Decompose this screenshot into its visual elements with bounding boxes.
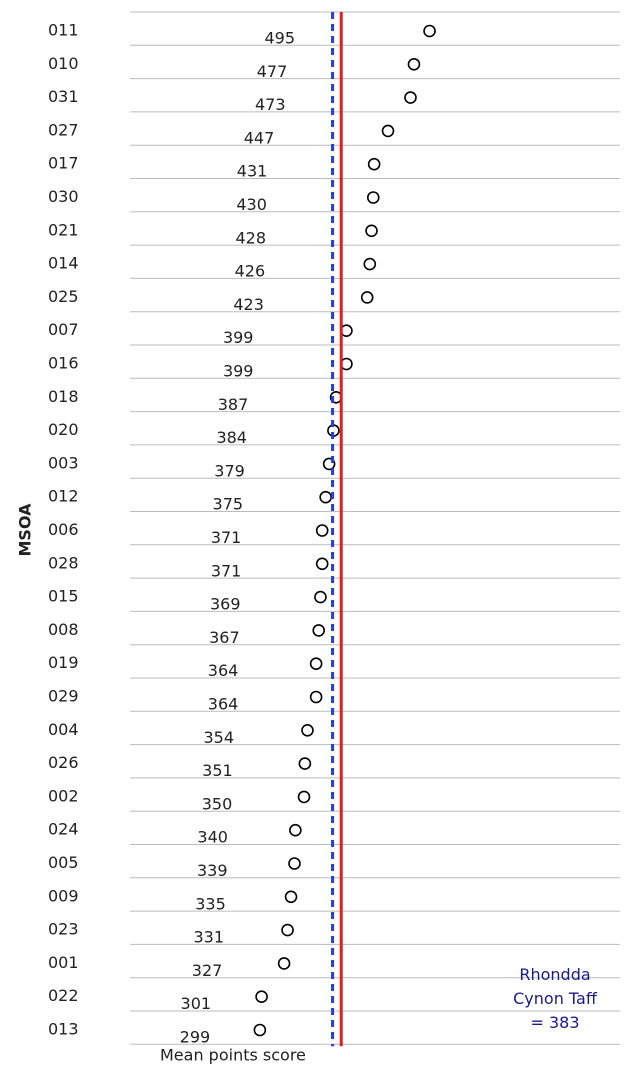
category-label: 024	[48, 820, 79, 839]
value-label: 423	[233, 295, 264, 314]
dot	[281, 923, 294, 937]
category-label: 015	[48, 587, 79, 606]
category-label: 002	[48, 786, 79, 805]
value-label: 477	[257, 62, 288, 81]
category-label: 005	[48, 853, 79, 872]
value-label: 473	[255, 95, 286, 114]
value-label: 375	[213, 495, 244, 514]
dot	[301, 723, 314, 737]
category-label: 018	[48, 387, 79, 406]
value-label: 426	[235, 262, 266, 281]
value-label: 447	[244, 128, 275, 147]
dot	[289, 823, 302, 837]
value-label: 369	[210, 595, 241, 614]
value-label: 301	[181, 994, 212, 1013]
value-label: 351	[202, 761, 233, 780]
category-label: 027	[48, 120, 79, 139]
dot	[277, 957, 291, 970]
category-label: 001	[48, 953, 79, 972]
dot	[284, 890, 298, 904]
dot	[312, 624, 326, 637]
dot	[297, 790, 311, 804]
value-label: 371	[211, 561, 242, 580]
category-label: 010	[48, 54, 79, 73]
value-label: 364	[208, 661, 239, 680]
value-label: 339	[197, 861, 228, 880]
value-label: 431	[237, 162, 268, 181]
dot	[315, 524, 329, 537]
category-label: 030	[48, 187, 79, 206]
dot	[322, 457, 336, 471]
dot	[288, 857, 301, 870]
y-axis-label: MSOA	[16, 503, 35, 557]
value-label: 384	[216, 428, 247, 447]
category-label: 019	[48, 653, 79, 672]
dot	[314, 590, 327, 604]
category-label: 026	[48, 753, 79, 772]
dot	[309, 690, 323, 704]
dot	[363, 257, 377, 271]
dot	[367, 157, 381, 171]
dot	[360, 291, 374, 304]
value-label: 327	[192, 961, 223, 980]
dot	[298, 757, 312, 770]
category-label: 028	[48, 553, 79, 572]
value-label: 364	[208, 695, 239, 714]
value-label: 495	[264, 29, 295, 48]
category-label: 009	[48, 886, 79, 905]
dot	[255, 990, 268, 1004]
value-label: 367	[209, 628, 240, 647]
value-label: 379	[214, 461, 245, 480]
category-label: 021	[48, 220, 79, 239]
value-label: 399	[223, 362, 254, 381]
value-label: 399	[223, 328, 254, 347]
dot	[365, 224, 378, 238]
category-label: 025	[48, 287, 79, 306]
category-label: 003	[48, 453, 79, 472]
dot	[253, 1023, 267, 1037]
dot	[381, 124, 395, 138]
category-label: 031	[48, 87, 79, 106]
category-label: 011	[48, 21, 79, 40]
category-label: 023	[48, 920, 79, 939]
reference-label: Rhondda Cynon Taff = 383	[513, 965, 598, 1032]
category-label: 014	[48, 254, 79, 273]
category-label: 013	[48, 1020, 79, 1039]
category-label: 006	[48, 520, 79, 539]
dot	[366, 191, 380, 204]
value-label: 387	[218, 395, 249, 414]
category-label: 022	[48, 986, 79, 1005]
value-label: 430	[236, 195, 267, 214]
value-label: 354	[203, 728, 234, 747]
dot	[319, 490, 332, 504]
category-label: 016	[48, 354, 79, 373]
dot	[404, 91, 417, 104]
dot	[407, 58, 421, 71]
category-label: 029	[48, 687, 79, 706]
value-label: 350	[202, 794, 233, 813]
value-label: 371	[211, 528, 242, 547]
value-label: 331	[194, 928, 225, 947]
category-label: 008	[48, 620, 79, 639]
category-label: 017	[48, 154, 79, 173]
value-label: 428	[235, 228, 266, 247]
category-label: 004	[48, 720, 79, 739]
dot	[315, 557, 329, 571]
x-axis-label: Mean points score	[160, 1046, 306, 1065]
value-label: 340	[197, 828, 228, 847]
dot	[309, 657, 323, 671]
value-label: 335	[195, 894, 226, 913]
category-label: 020	[48, 420, 79, 439]
category-label: 007	[48, 320, 79, 339]
dot	[423, 24, 436, 38]
value-label: 299	[180, 1028, 211, 1047]
category-label: 012	[48, 487, 79, 506]
